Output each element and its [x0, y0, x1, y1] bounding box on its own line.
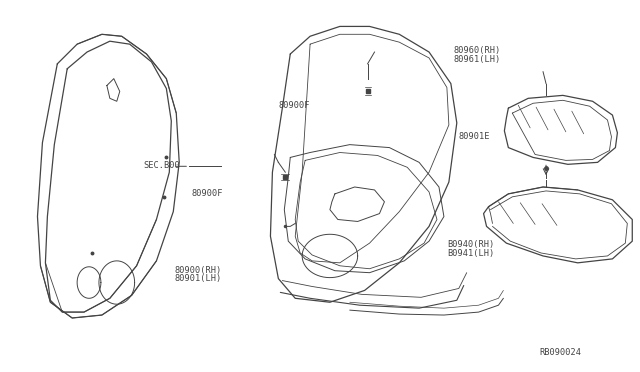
Text: B0940(RH): B0940(RH) — [447, 240, 494, 249]
Text: 80901(LH): 80901(LH) — [174, 274, 221, 283]
Text: RB090024: RB090024 — [539, 348, 581, 357]
Text: 80900(RH): 80900(RH) — [174, 266, 221, 275]
Text: 80960(RH): 80960(RH) — [453, 46, 500, 55]
Text: 80900F: 80900F — [192, 189, 223, 198]
Text: SEC.B00: SEC.B00 — [143, 161, 180, 170]
Text: 80961(LH): 80961(LH) — [453, 55, 500, 64]
Text: B0941(LH): B0941(LH) — [447, 249, 494, 258]
Text: 80901E: 80901E — [458, 132, 490, 141]
Text: 80900F: 80900F — [279, 101, 310, 110]
